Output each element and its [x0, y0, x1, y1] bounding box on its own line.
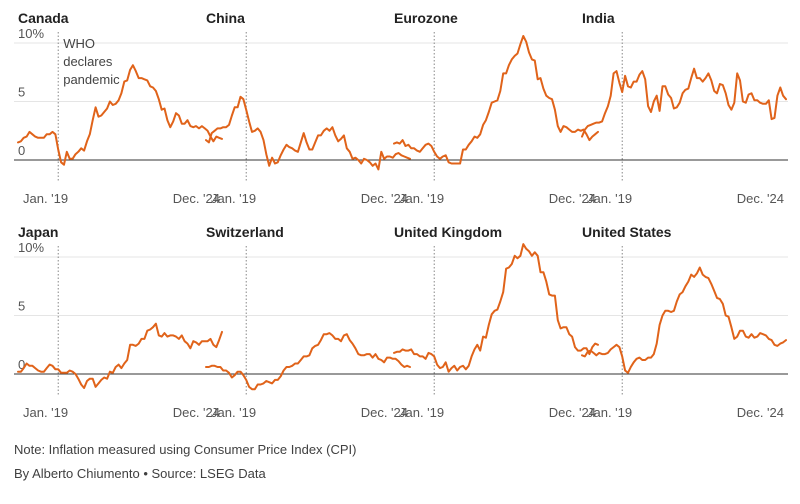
india-x-end-label: Dec. '24	[737, 191, 784, 206]
japan-y-tick-label: 5	[18, 299, 25, 314]
united-kingdom-x-start-label: Jan. '19	[399, 405, 444, 420]
switzerland-title: Switzerland	[206, 224, 284, 240]
footnote: Note: Inflation measured using Consumer …	[14, 442, 357, 457]
china-inflation-line	[205, 95, 411, 171]
united-states-inflation-line	[581, 266, 787, 374]
eurozone-x-start-label: Jan. '19	[399, 191, 444, 206]
japan-x-end-label: Dec. '24	[173, 405, 220, 420]
canada-y-tick-label: 0	[18, 143, 25, 158]
japan-y-tick-label: 0	[18, 357, 25, 372]
united-kingdom-title: United Kingdom	[394, 224, 502, 240]
canada-event-label-line: pandemic	[63, 72, 120, 87]
united-kingdom-x-end-label: Dec. '24	[549, 405, 596, 420]
united-kingdom-inflation-line	[393, 243, 599, 373]
japan-y-tick-label: 10%	[18, 240, 44, 255]
united-states-x-start-label: Jan. '19	[587, 405, 632, 420]
eurozone-title: Eurozone	[394, 10, 458, 26]
canada-inflation-line	[17, 64, 223, 166]
canada-x-start-label: Jan. '19	[23, 191, 68, 206]
india-inflation-line	[581, 67, 787, 138]
china-x-start-label: Jan. '19	[211, 191, 256, 206]
china-x-end-label: Dec. '24	[361, 191, 408, 206]
eurozone-x-end-label: Dec. '24	[549, 191, 596, 206]
india-title: India	[582, 10, 615, 26]
japan-inflation-line	[17, 322, 223, 389]
canada-event-label-line: WHO	[63, 36, 95, 51]
china-title: China	[206, 10, 245, 26]
japan-title: Japan	[18, 224, 58, 240]
canada-y-tick-label: 5	[18, 85, 25, 100]
canada-x-end-label: Dec. '24	[173, 191, 220, 206]
switzerland-x-start-label: Jan. '19	[211, 405, 256, 420]
canada-title: Canada	[18, 10, 69, 26]
canada-event-label-line: declares	[63, 54, 113, 69]
japan-x-start-label: Jan. '19	[23, 405, 68, 420]
switzerland-inflation-line	[205, 332, 411, 391]
united-states-x-end-label: Dec. '24	[737, 405, 784, 420]
switzerland-x-end-label: Dec. '24	[361, 405, 408, 420]
credit-line: By Alberto Chiumento • Source: LSEG Data	[14, 466, 266, 481]
united-states-title: United States	[582, 224, 672, 240]
eurozone-inflation-line	[393, 35, 599, 165]
canada-y-tick-label: 10%	[18, 26, 44, 41]
india-x-start-label: Jan. '19	[587, 191, 632, 206]
